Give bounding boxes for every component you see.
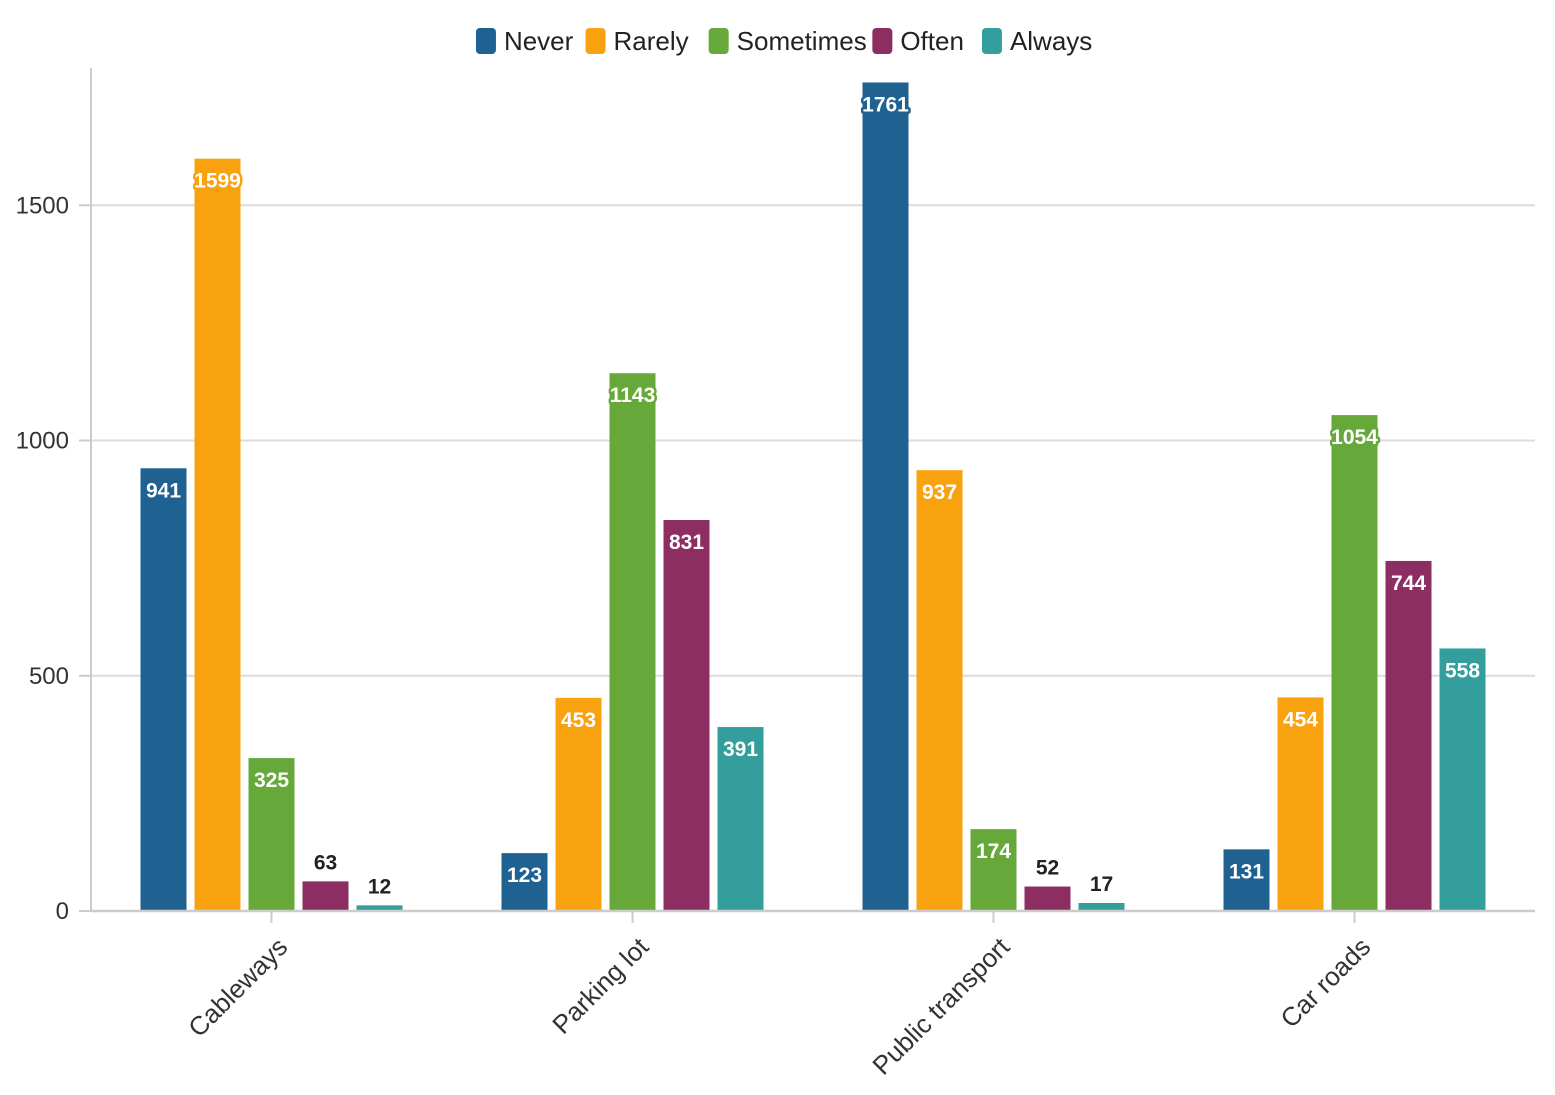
legend-label: Never [504, 26, 574, 56]
value-label: 1054 [1331, 426, 1378, 449]
value-label: 1599 [194, 170, 241, 193]
value-label: 17 [1090, 873, 1113, 896]
value-label: 454 [1283, 708, 1318, 731]
value-label: 12 [368, 875, 391, 898]
gridlines [91, 204, 1535, 677]
legend: Never Rarely Sometimes Often Always [475, 26, 1092, 56]
bars [140, 82, 1486, 912]
value-label: 174 [976, 840, 1011, 863]
legend-label: Often [900, 26, 964, 56]
value-label: 391 [723, 738, 758, 761]
category-label: Cableways [182, 932, 293, 1043]
value-label: 1761 [862, 93, 909, 116]
value-label: 937 [922, 481, 957, 504]
value-label: 123 [507, 864, 542, 887]
bar-sometimes-parking-lot [609, 373, 656, 911]
legend-label: Sometimes [737, 26, 867, 56]
y-tick-label: 500 [29, 663, 69, 690]
value-label: 558 [1445, 659, 1480, 682]
bar-often-public-transport [1024, 886, 1071, 911]
category-label: Parking lot [546, 931, 655, 1040]
y-tick-label: 1500 [16, 192, 69, 219]
bar-rarely-parking-lot [555, 697, 602, 911]
bar-rarely-public-transport [916, 470, 963, 911]
legend-swatch [475, 28, 496, 54]
legend-item-never[interactable]: Never [475, 26, 574, 56]
legend-label: Always [1010, 26, 1092, 56]
bar-often-cableways [302, 881, 349, 911]
bar-rarely-cableways [194, 158, 241, 911]
bar-never-public-transport [862, 82, 909, 912]
y-tick-label: 0 [56, 898, 69, 925]
legend-swatch [981, 28, 1002, 54]
bar-always-car-roads [1439, 648, 1486, 911]
value-label: 831 [669, 531, 704, 554]
value-label: 131 [1229, 860, 1264, 883]
bar-always-public-transport [1078, 903, 1125, 911]
legend-swatch [585, 28, 606, 54]
category-label: Public transport [866, 931, 1015, 1080]
bar-never-car-roads [1223, 849, 1270, 911]
value-label: 325 [254, 769, 289, 792]
bar-sometimes-public-transport [970, 829, 1017, 911]
legend-item-sometimes[interactable]: Sometimes [708, 26, 867, 56]
bar-often-car-roads [1385, 560, 1432, 911]
bar-often-parking-lot [663, 520, 710, 911]
value-label: 52 [1036, 857, 1059, 880]
bar-sometimes-cableways [248, 758, 295, 911]
legend-item-often[interactable]: Often [872, 26, 964, 56]
legend-label: Rarely [614, 26, 689, 56]
legend-swatch [872, 28, 893, 54]
legend-item-rarely[interactable]: Rarely [585, 26, 689, 56]
bar-never-cableways [140, 468, 187, 911]
value-label: 453 [561, 709, 596, 732]
bar-rarely-car-roads [1277, 697, 1324, 911]
value-label: 1143 [610, 384, 656, 407]
bar-sometimes-car-roads [1331, 415, 1378, 911]
value-label: 63 [314, 851, 337, 874]
category-label: Car roads [1274, 932, 1376, 1034]
legend-item-always[interactable]: Always [981, 26, 1092, 56]
legend-swatch [708, 28, 729, 54]
bar-always-parking-lot [717, 727, 764, 911]
bar-always-cableways [356, 905, 403, 911]
value-label: 744 [1391, 572, 1426, 595]
bar-never-parking-lot [501, 853, 548, 911]
y-tick-label: 1000 [16, 428, 69, 455]
value-label: 941 [146, 479, 181, 502]
axes: 0 500 1000 1500 Cableways Parking lot Public t… [16, 68, 1535, 1081]
